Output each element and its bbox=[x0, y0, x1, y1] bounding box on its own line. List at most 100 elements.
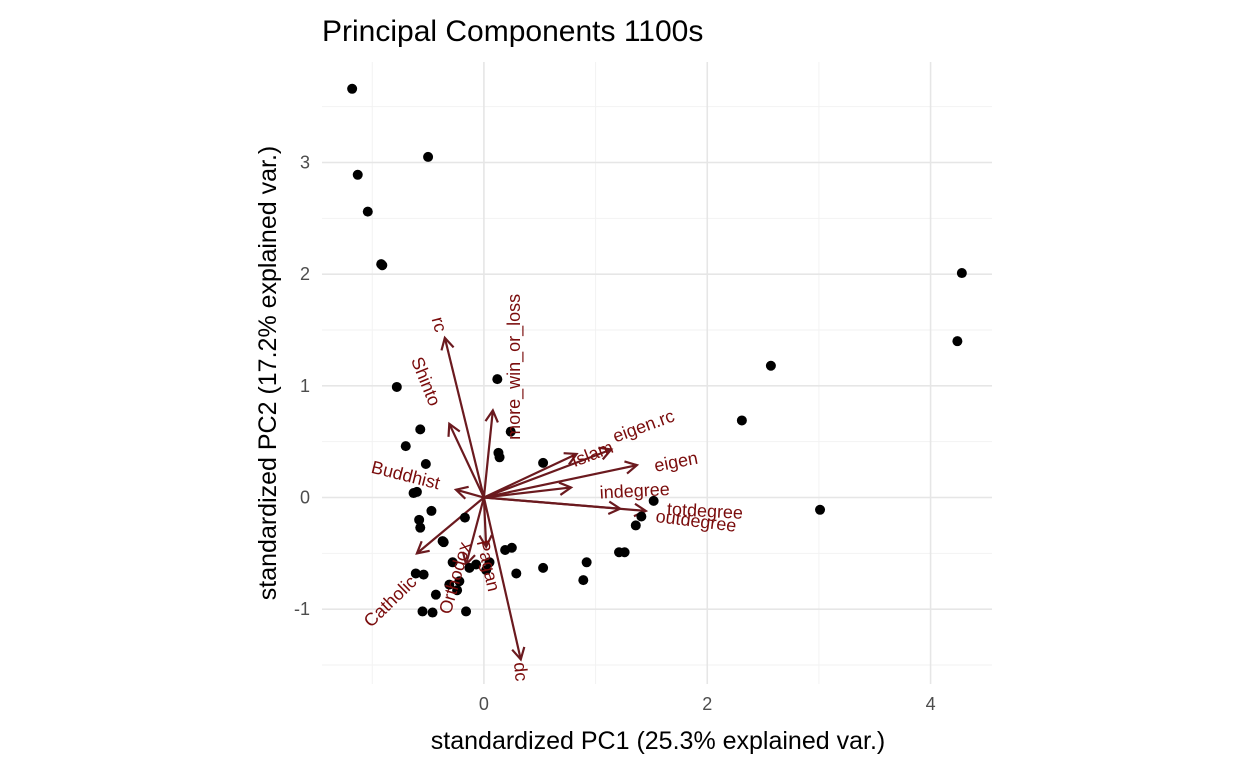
loading-arrow bbox=[440, 335, 485, 498]
score-point bbox=[619, 547, 630, 558]
score-point bbox=[459, 512, 470, 523]
loading-arrow-head bbox=[453, 485, 469, 500]
score-point bbox=[426, 505, 437, 516]
score-point bbox=[427, 607, 438, 618]
loading-arrow bbox=[482, 497, 526, 662]
loading-arrow bbox=[447, 421, 485, 498]
loading-arrow-shaft bbox=[483, 452, 578, 499]
loading-arrow bbox=[478, 497, 493, 549]
score-point bbox=[415, 522, 426, 533]
loading-arrow-head bbox=[558, 481, 574, 496]
y-tick-label: 3 bbox=[300, 153, 310, 173]
score-point bbox=[538, 562, 549, 573]
score-point bbox=[494, 452, 505, 463]
loading-arrow-shaft bbox=[483, 464, 638, 499]
loading-arrow-shaft bbox=[482, 410, 494, 498]
x-tick-label: 4 bbox=[926, 694, 936, 714]
loading-arrow bbox=[482, 408, 499, 498]
score-point bbox=[447, 557, 458, 568]
loading-arrow-head bbox=[478, 534, 493, 549]
score-point bbox=[538, 457, 549, 468]
score-point bbox=[630, 520, 641, 531]
loading-arrow-shaft bbox=[448, 423, 485, 498]
loading-arrow bbox=[415, 496, 485, 555]
loading-arrow-head bbox=[511, 646, 526, 662]
loading-arrow-shaft bbox=[483, 496, 646, 513]
loading-label: more_win_or_loss bbox=[504, 294, 525, 440]
score-point bbox=[956, 268, 967, 279]
y-tick-label: 0 bbox=[300, 488, 310, 508]
loading-arrow bbox=[483, 452, 579, 499]
score-point bbox=[417, 606, 428, 617]
score-point bbox=[347, 83, 358, 94]
score-point bbox=[505, 426, 516, 437]
score-point bbox=[471, 559, 482, 570]
loading-arrow bbox=[483, 481, 574, 499]
loading-label: Orthodox bbox=[435, 540, 475, 617]
score-point bbox=[581, 557, 592, 568]
score-point bbox=[511, 568, 522, 579]
loading-arrow-head bbox=[484, 408, 499, 423]
y-tick-label: -1 bbox=[294, 599, 310, 619]
score-point bbox=[400, 441, 411, 452]
score-point bbox=[411, 486, 422, 497]
score-point bbox=[492, 374, 503, 385]
score-point bbox=[952, 336, 963, 347]
y-axis-title: standardized PC2 (17.2% explained var.) bbox=[254, 146, 282, 600]
x-tick-label: 0 bbox=[479, 694, 489, 714]
x-tick-label: 2 bbox=[702, 694, 712, 714]
score-point bbox=[648, 495, 659, 506]
loading-arrow-shaft bbox=[482, 497, 488, 547]
loading-arrow-shaft bbox=[455, 488, 485, 499]
score-point bbox=[452, 585, 463, 596]
score-point bbox=[418, 569, 429, 580]
loading-arrow-shaft bbox=[416, 496, 485, 555]
loading-arrow-head bbox=[415, 540, 430, 555]
score-point bbox=[506, 542, 517, 553]
loading-arrow-shaft bbox=[464, 497, 485, 565]
chart-title: Principal Components 1100s bbox=[322, 15, 703, 48]
loading-arrow-shaft bbox=[443, 337, 485, 498]
score-point bbox=[430, 589, 441, 600]
x-axis-title: standardized PC1 (25.3% explained var.) bbox=[431, 727, 885, 755]
tick-labels: 0 2 4 -1 0 1 2 3 bbox=[294, 153, 936, 714]
loading-label: Buddhist bbox=[369, 457, 442, 493]
score-point bbox=[765, 360, 776, 371]
loading-arrow-shaft bbox=[483, 448, 612, 499]
loading-arrow bbox=[483, 446, 614, 499]
score-points bbox=[347, 83, 967, 618]
score-point bbox=[352, 169, 363, 180]
score-point bbox=[444, 579, 455, 590]
score-point bbox=[362, 206, 373, 217]
score-point bbox=[736, 415, 747, 426]
loading-arrow bbox=[453, 485, 485, 500]
score-point bbox=[481, 565, 492, 576]
score-point bbox=[636, 511, 647, 522]
loading-label: indegree bbox=[599, 479, 670, 503]
loading-label: rc bbox=[428, 315, 451, 335]
y-tick-label: 2 bbox=[300, 264, 310, 284]
score-point bbox=[815, 504, 826, 515]
score-point bbox=[438, 537, 449, 548]
loading-label: Catholic bbox=[360, 572, 421, 632]
score-point bbox=[414, 514, 425, 525]
loading-label: eigen.rc bbox=[610, 406, 677, 447]
loading-arrow bbox=[483, 460, 640, 499]
score-point bbox=[461, 606, 472, 617]
score-point bbox=[420, 459, 431, 470]
score-point bbox=[454, 576, 465, 587]
score-point bbox=[423, 151, 434, 162]
loading-arrow-head bbox=[598, 446, 614, 461]
loading-arrow-head bbox=[563, 452, 579, 466]
loading-arrow-head bbox=[440, 335, 455, 351]
score-point bbox=[377, 260, 388, 271]
y-tick-label: 1 bbox=[300, 376, 310, 396]
score-point bbox=[391, 381, 402, 392]
score-point bbox=[410, 568, 421, 579]
loading-label: dc bbox=[510, 661, 532, 682]
loading-arrow-head bbox=[624, 460, 640, 475]
loading-arrow-shaft bbox=[483, 486, 572, 499]
loading-label: Shinto bbox=[407, 354, 445, 409]
